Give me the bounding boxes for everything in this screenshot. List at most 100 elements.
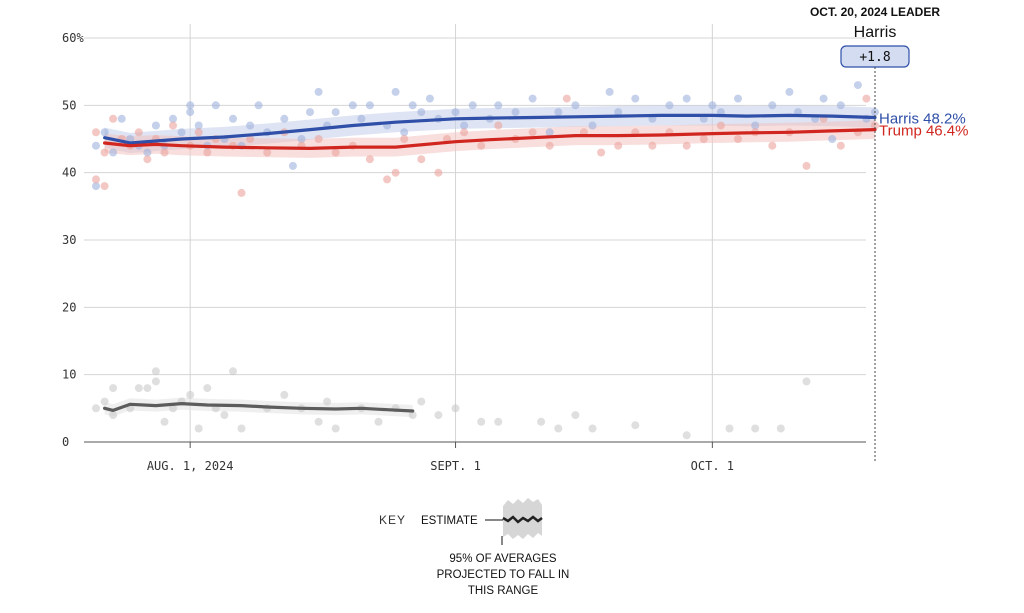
trump-poll-dot: [562, 94, 571, 103]
x-tick-label: AUG. 1, 2024: [147, 459, 234, 473]
trump-poll-dot: [871, 121, 879, 130]
harris-poll-dot: [229, 114, 237, 123]
key-label: KEY: [379, 513, 406, 527]
other-poll-dot: [237, 424, 246, 433]
other-poll-dot: [100, 397, 109, 406]
other-poll-dot: [494, 417, 503, 426]
trump-poll-dot: [614, 141, 623, 150]
trump-poll-dot: [365, 155, 374, 164]
harris-poll-dot: [151, 121, 160, 130]
harris-poll-dot: [751, 121, 760, 130]
trump-poll-dot: [92, 128, 100, 137]
trump-poll-dot: [400, 135, 409, 143]
harris-poll-dot: [631, 94, 640, 103]
harris-poll-dot: [451, 108, 460, 117]
harris-poll-dot: [417, 108, 426, 117]
trump-poll-dot: [314, 135, 323, 143]
trump-poll-dot: [836, 141, 845, 150]
other-poll-dot: [280, 390, 289, 399]
other-poll-dot: [203, 384, 212, 393]
other-poll-dot: [109, 384, 118, 393]
harris-poll-dot: [511, 108, 520, 117]
other-poll-dot: [537, 417, 546, 426]
harris-end-label: Harris 48.2%: [879, 110, 966, 127]
harris-poll-dot: [425, 94, 434, 103]
y-tick-label: 30: [62, 233, 76, 247]
trump-poll-dot: [391, 168, 400, 177]
other-poll-dot: [477, 417, 486, 426]
harris-poll-dot: [554, 108, 563, 117]
trump-poll-dot: [545, 141, 554, 150]
trump-poll-dot: [417, 155, 426, 164]
harris-poll-dot: [297, 135, 306, 143]
other-poll-dot: [751, 424, 760, 433]
harris-poll-dot: [357, 114, 366, 123]
other-poll-dot: [169, 404, 177, 413]
trump-poll-dot: [648, 141, 657, 150]
series-labels: Harris 48.2%Trump 46.4%: [879, 110, 968, 139]
harris-poll-dot: [665, 101, 674, 110]
trump-poll-dot: [434, 168, 443, 177]
trump-poll-dot: [494, 121, 503, 130]
other-poll-dot: [451, 404, 460, 413]
other-poll-dot: [408, 411, 417, 420]
other-poll-dot: [323, 397, 332, 406]
leader-box: OCT. 20, 2024 LEADER Harris +1.8: [810, 5, 940, 462]
other-poll-dot: [588, 424, 597, 433]
trump-poll-dot: [109, 114, 118, 123]
harris-poll-dot: [708, 101, 717, 110]
other-poll-dot: [151, 377, 160, 386]
other-poll-dot: [134, 384, 143, 393]
trump-poll-dot: [92, 175, 100, 184]
other-poll-dot: [802, 377, 811, 386]
other-poll-dot: [160, 417, 169, 426]
other-poll-dot: [374, 417, 383, 426]
harris-poll-dot: [828, 135, 837, 143]
harris-poll-dot: [682, 94, 691, 103]
harris-poll-dot: [605, 87, 614, 96]
harris-poll-dot: [186, 108, 195, 117]
trump-poll-dot: [597, 148, 606, 157]
harris-confidence-band: [104, 105, 876, 154]
harris-estimate-line: [102, 113, 877, 145]
harris-poll-dot: [246, 121, 255, 130]
harris-poll-dot: [545, 128, 554, 137]
harris-poll-dot: [254, 101, 263, 110]
trump-poll-dot: [734, 135, 742, 143]
harris-poll-dot: [194, 121, 203, 130]
harris-poll-dot: [785, 87, 794, 96]
harris-poll-dot: [819, 94, 828, 103]
other-poll-dot: [194, 424, 203, 433]
gridlines: [84, 24, 866, 442]
other-poll-dot: [434, 411, 443, 420]
harris-poll-dot: [92, 141, 100, 150]
trump-poll-dot: [263, 148, 272, 157]
key-range-note-line-1: 95% OF AVERAGES: [449, 553, 556, 565]
confidence-bands: [104, 105, 876, 418]
trump-poll-dot: [331, 148, 340, 157]
harris-poll-dot: [169, 114, 177, 123]
leader-margin-value: +1.8: [859, 50, 890, 65]
y-tick-label: 0: [62, 435, 69, 449]
x-tick-label: OCT. 1: [691, 459, 734, 473]
other-poll-dot: [571, 411, 580, 420]
key-range-note-line-2: PROJECTED TO FALL IN: [437, 569, 570, 581]
other-estimate-line: [102, 402, 415, 413]
harris-poll-dot: [468, 101, 477, 110]
harris-poll-dot: [92, 182, 100, 191]
other-poll-dot: [143, 384, 152, 393]
leader-name: Harris: [854, 24, 897, 41]
harris-poll-dot: [280, 114, 289, 123]
trump-poll-dot: [768, 141, 777, 150]
trump-poll-dot: [203, 148, 212, 157]
y-tick-label: 20: [62, 300, 76, 314]
trump-poll-dot: [699, 135, 708, 143]
trump-poll-dot: [460, 128, 469, 137]
other-poll-dot: [554, 424, 563, 433]
harris-poll-dot: [143, 148, 152, 157]
trump-poll-dot: [237, 188, 246, 197]
trump-end-label: Trump 46.4%: [879, 123, 968, 140]
harris-poll-dot: [460, 121, 469, 130]
harris-poll-dot: [571, 101, 580, 110]
trump-poll-dot: [134, 128, 143, 137]
